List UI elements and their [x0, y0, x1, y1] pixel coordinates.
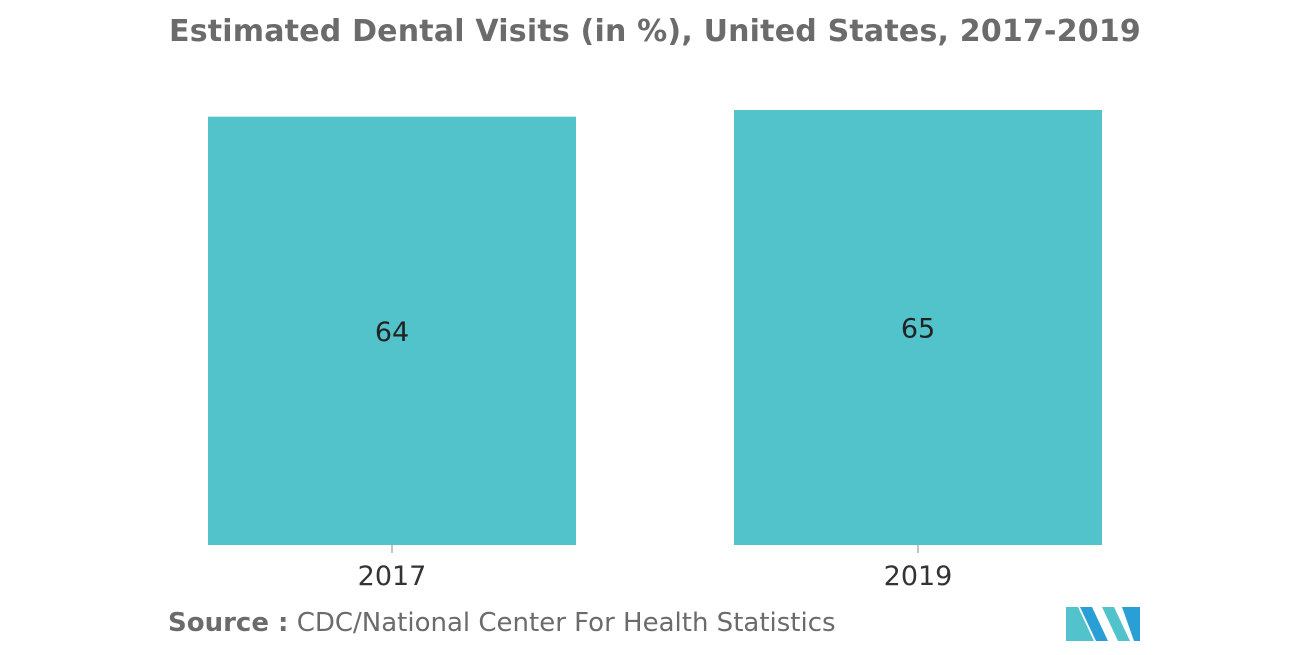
source-text: CDC/National Center For Health Statistic…	[296, 608, 836, 638]
bar-2019	[734, 110, 1102, 545]
source-note: Source : CDC/National Center For Health …	[168, 608, 836, 638]
x-ticks-group: 2017 2019	[358, 545, 953, 592]
bar-2017	[208, 116, 576, 545]
bar-chart: 64 65 2017 2019	[208, 110, 1102, 592]
data-labels-group: 64 65	[375, 314, 935, 348]
x-tick-label-2019: 2019	[884, 561, 953, 592]
data-label-2017: 64	[375, 317, 409, 348]
bars-group	[208, 110, 1102, 545]
data-label-2019: 65	[901, 314, 935, 345]
source-label: Source :	[168, 608, 289, 638]
chart-title: Estimated Dental Visits (in %), United S…	[169, 14, 1141, 49]
mordor-intelligence-logo-icon	[1066, 607, 1140, 641]
x-tick-label-2017: 2017	[358, 561, 427, 592]
